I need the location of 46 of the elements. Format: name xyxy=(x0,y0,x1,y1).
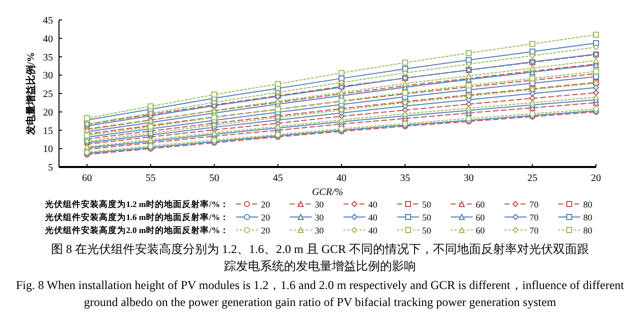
y-tick-label: 20 xyxy=(43,107,53,118)
legend-label: 50 xyxy=(422,200,432,210)
y-tick-label: 15 xyxy=(43,126,53,137)
legend-label: 60 xyxy=(476,226,486,236)
x-tick-label: 25 xyxy=(527,173,538,184)
y-tick-label: 5 xyxy=(48,162,53,174)
x-tick-label: 60 xyxy=(82,173,92,184)
legend-label: 20 xyxy=(261,200,270,210)
y-axis-title: 发电量增益比例/% xyxy=(25,52,37,136)
legend-label: 70 xyxy=(530,226,539,236)
legend-label: 40 xyxy=(368,200,378,210)
legend-label: 70 xyxy=(530,212,539,222)
x-tick-label: 35 xyxy=(400,173,410,184)
legend-label: 30 xyxy=(314,212,324,222)
text: 光伏组件安装高度为1.6 m时的地面反射率/%： xyxy=(45,212,229,222)
caption: 图 8 在光伏组件安装高度分别为 1.2、1.6、2.0 m 且 GCR 不同的情况下，不同地面反射率对光伏双面跟踪发电系统的发电量增益比例的影响 xyxy=(50,241,590,275)
legend-label: 80 xyxy=(583,212,593,222)
x-tick-label: 40 xyxy=(336,173,346,184)
legend-label: 60 xyxy=(476,200,486,210)
legend-label: 20 xyxy=(261,226,270,236)
text: 光伏组件安装高度为2.0 m时的地面反射率/%： xyxy=(45,225,229,235)
caption: Fig. 8 When installation height of PV modules is 1.2，1.6 and 2.0 m respectively and GCR is different，influence of different ground albedo on the power generation gain ratio of PV bifacial tracking power generation system xyxy=(14,277,625,311)
x-tick-label: 50 xyxy=(209,173,220,184)
legend-label: 50 xyxy=(422,226,432,236)
legend-label: 40 xyxy=(368,212,378,222)
y-tick-label: 35 xyxy=(43,52,53,64)
legend-label: 30 xyxy=(314,200,324,210)
text: 光伏组件安装高度为1.2 m时的地面反射率/%： xyxy=(45,199,229,209)
x-axis-title: GCR/% xyxy=(312,187,344,198)
legend-label: 20 xyxy=(261,212,270,222)
x-tick-label: 55 xyxy=(146,173,156,184)
legend-label: 70 xyxy=(530,200,539,210)
y-tick-label: 25 xyxy=(43,89,53,100)
legend-label: 80 xyxy=(583,200,593,210)
legend-label: 30 xyxy=(314,226,324,236)
y-tick-label: 30 xyxy=(43,70,53,82)
x-tick-label: 30 xyxy=(464,173,474,184)
legend-label: 40 xyxy=(368,226,378,236)
y-tick-label: 10 xyxy=(43,144,53,156)
legend-label: 60 xyxy=(476,212,486,222)
x-tick-label: 45 xyxy=(272,173,283,184)
y-tick-label: 45 xyxy=(43,16,53,26)
x-tick-label: 20 xyxy=(591,173,601,184)
y-tick-label: 40 xyxy=(43,34,53,45)
legend-label: 80 xyxy=(583,226,593,236)
legend-label: 50 xyxy=(422,212,432,222)
